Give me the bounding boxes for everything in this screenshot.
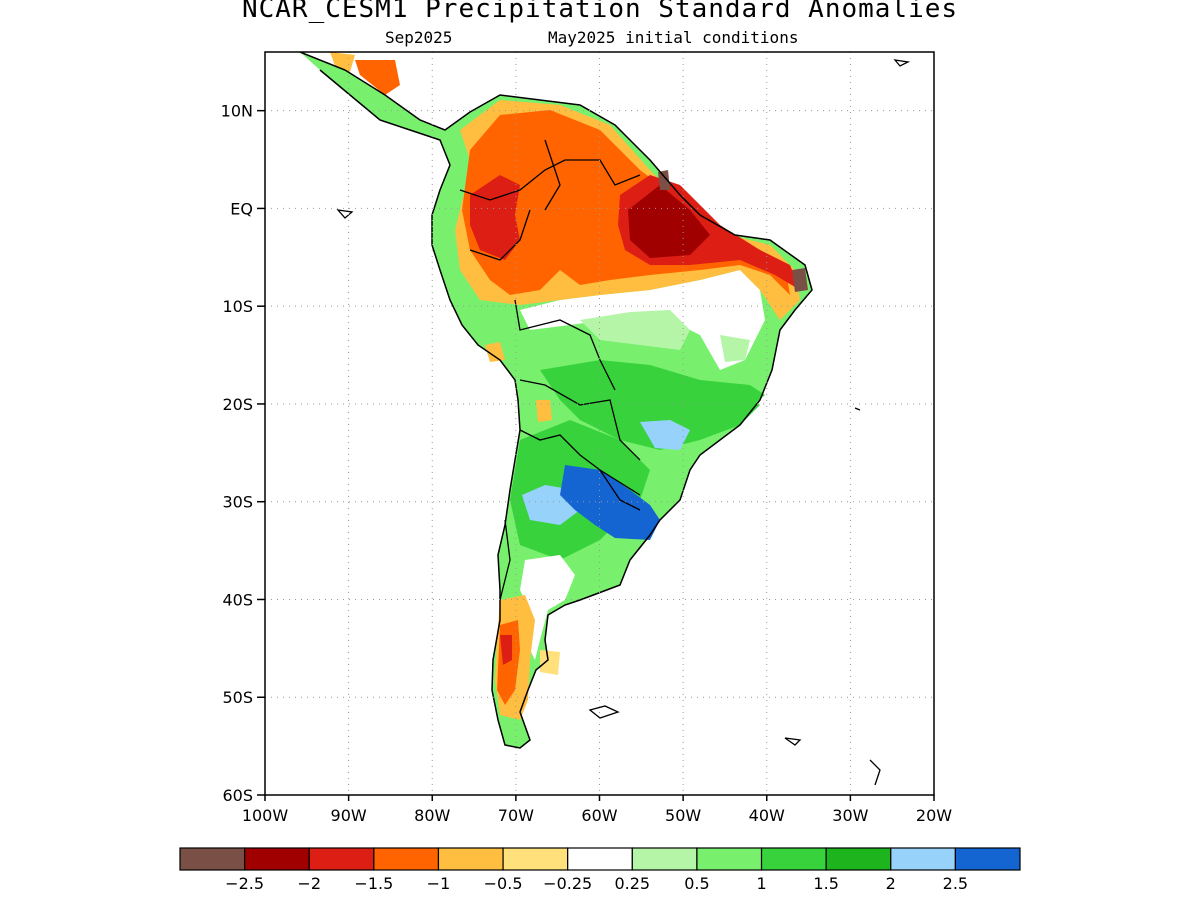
initial-conditions: May2025 initial conditions	[548, 28, 799, 47]
lon-tick-label: 30W	[832, 806, 868, 825]
anomaly-field	[300, 52, 812, 748]
lat-tick-label: 50S	[222, 688, 253, 707]
legend-label: −0.5	[484, 874, 523, 893]
legend-label: 1	[756, 874, 766, 893]
country-borders	[459, 139, 641, 601]
lon-tick-label: 80W	[414, 806, 450, 825]
legend-label: 1.5	[813, 874, 838, 893]
legend-label: 0.5	[684, 874, 709, 893]
lat-tick-label: 60S	[222, 786, 253, 805]
lon-tick-label: 90W	[331, 806, 367, 825]
legend-label: −0.25	[543, 874, 592, 893]
legend-label: 2	[886, 874, 896, 893]
legend-swatch	[179, 847, 246, 871]
lat-tick-label: 30S	[222, 493, 253, 512]
legend-swatch	[696, 847, 763, 871]
latitude-axis: 10N EQ 10S 20S 30S 40S 50S 60S	[221, 102, 265, 805]
legend-label: −1	[427, 874, 451, 893]
islands	[336, 59, 911, 786]
legend-label: 2.5	[943, 874, 968, 893]
lon-tick-label: 60W	[581, 806, 617, 825]
map-title: NCAR_CESM1 Precipitation Standard Anomal…	[241, 0, 959, 24]
legend-swatch	[437, 847, 504, 871]
legend-swatch	[567, 847, 633, 871]
legend-label: −2	[297, 874, 321, 893]
coastline	[299, 52, 813, 749]
legend-swatch	[825, 847, 892, 871]
legend-swatch	[954, 847, 1021, 871]
legend-label: −1.5	[354, 874, 393, 893]
legend-swatch	[373, 847, 440, 871]
legend-swatch	[308, 847, 375, 871]
legend-swatch	[760, 847, 827, 871]
lon-tick-label: 40W	[749, 806, 785, 825]
legend-swatch	[890, 847, 956, 871]
lat-tick-label: 40S	[222, 590, 253, 609]
lon-tick-label: 70W	[498, 806, 534, 825]
legend-swatch	[631, 847, 698, 871]
lat-tick-label: EQ	[230, 199, 253, 218]
lon-tick-label: 20W	[916, 806, 952, 825]
legend-label: 0.25	[614, 874, 650, 893]
legend-swatch	[502, 847, 569, 871]
lat-tick-label: 10S	[222, 297, 253, 316]
lon-tick-label: 100W	[242, 806, 289, 825]
valid-month: Sep2025	[385, 28, 453, 47]
lon-tick-label: 50W	[665, 806, 701, 825]
legend-label: −2.5	[225, 874, 264, 893]
longitude-axis: 100W 90W 80W 70W 60W 50W 40W 30W 20W	[242, 795, 952, 825]
legend-swatch	[244, 847, 310, 871]
lat-tick-label: 10N	[221, 102, 253, 121]
color-legend: −2.5 −2 −1.5 −1 −0.5 −0.25 0.25 0.5 1 1.5 2 2.5	[179, 847, 1021, 893]
lat-tick-label: 20S	[222, 395, 253, 414]
